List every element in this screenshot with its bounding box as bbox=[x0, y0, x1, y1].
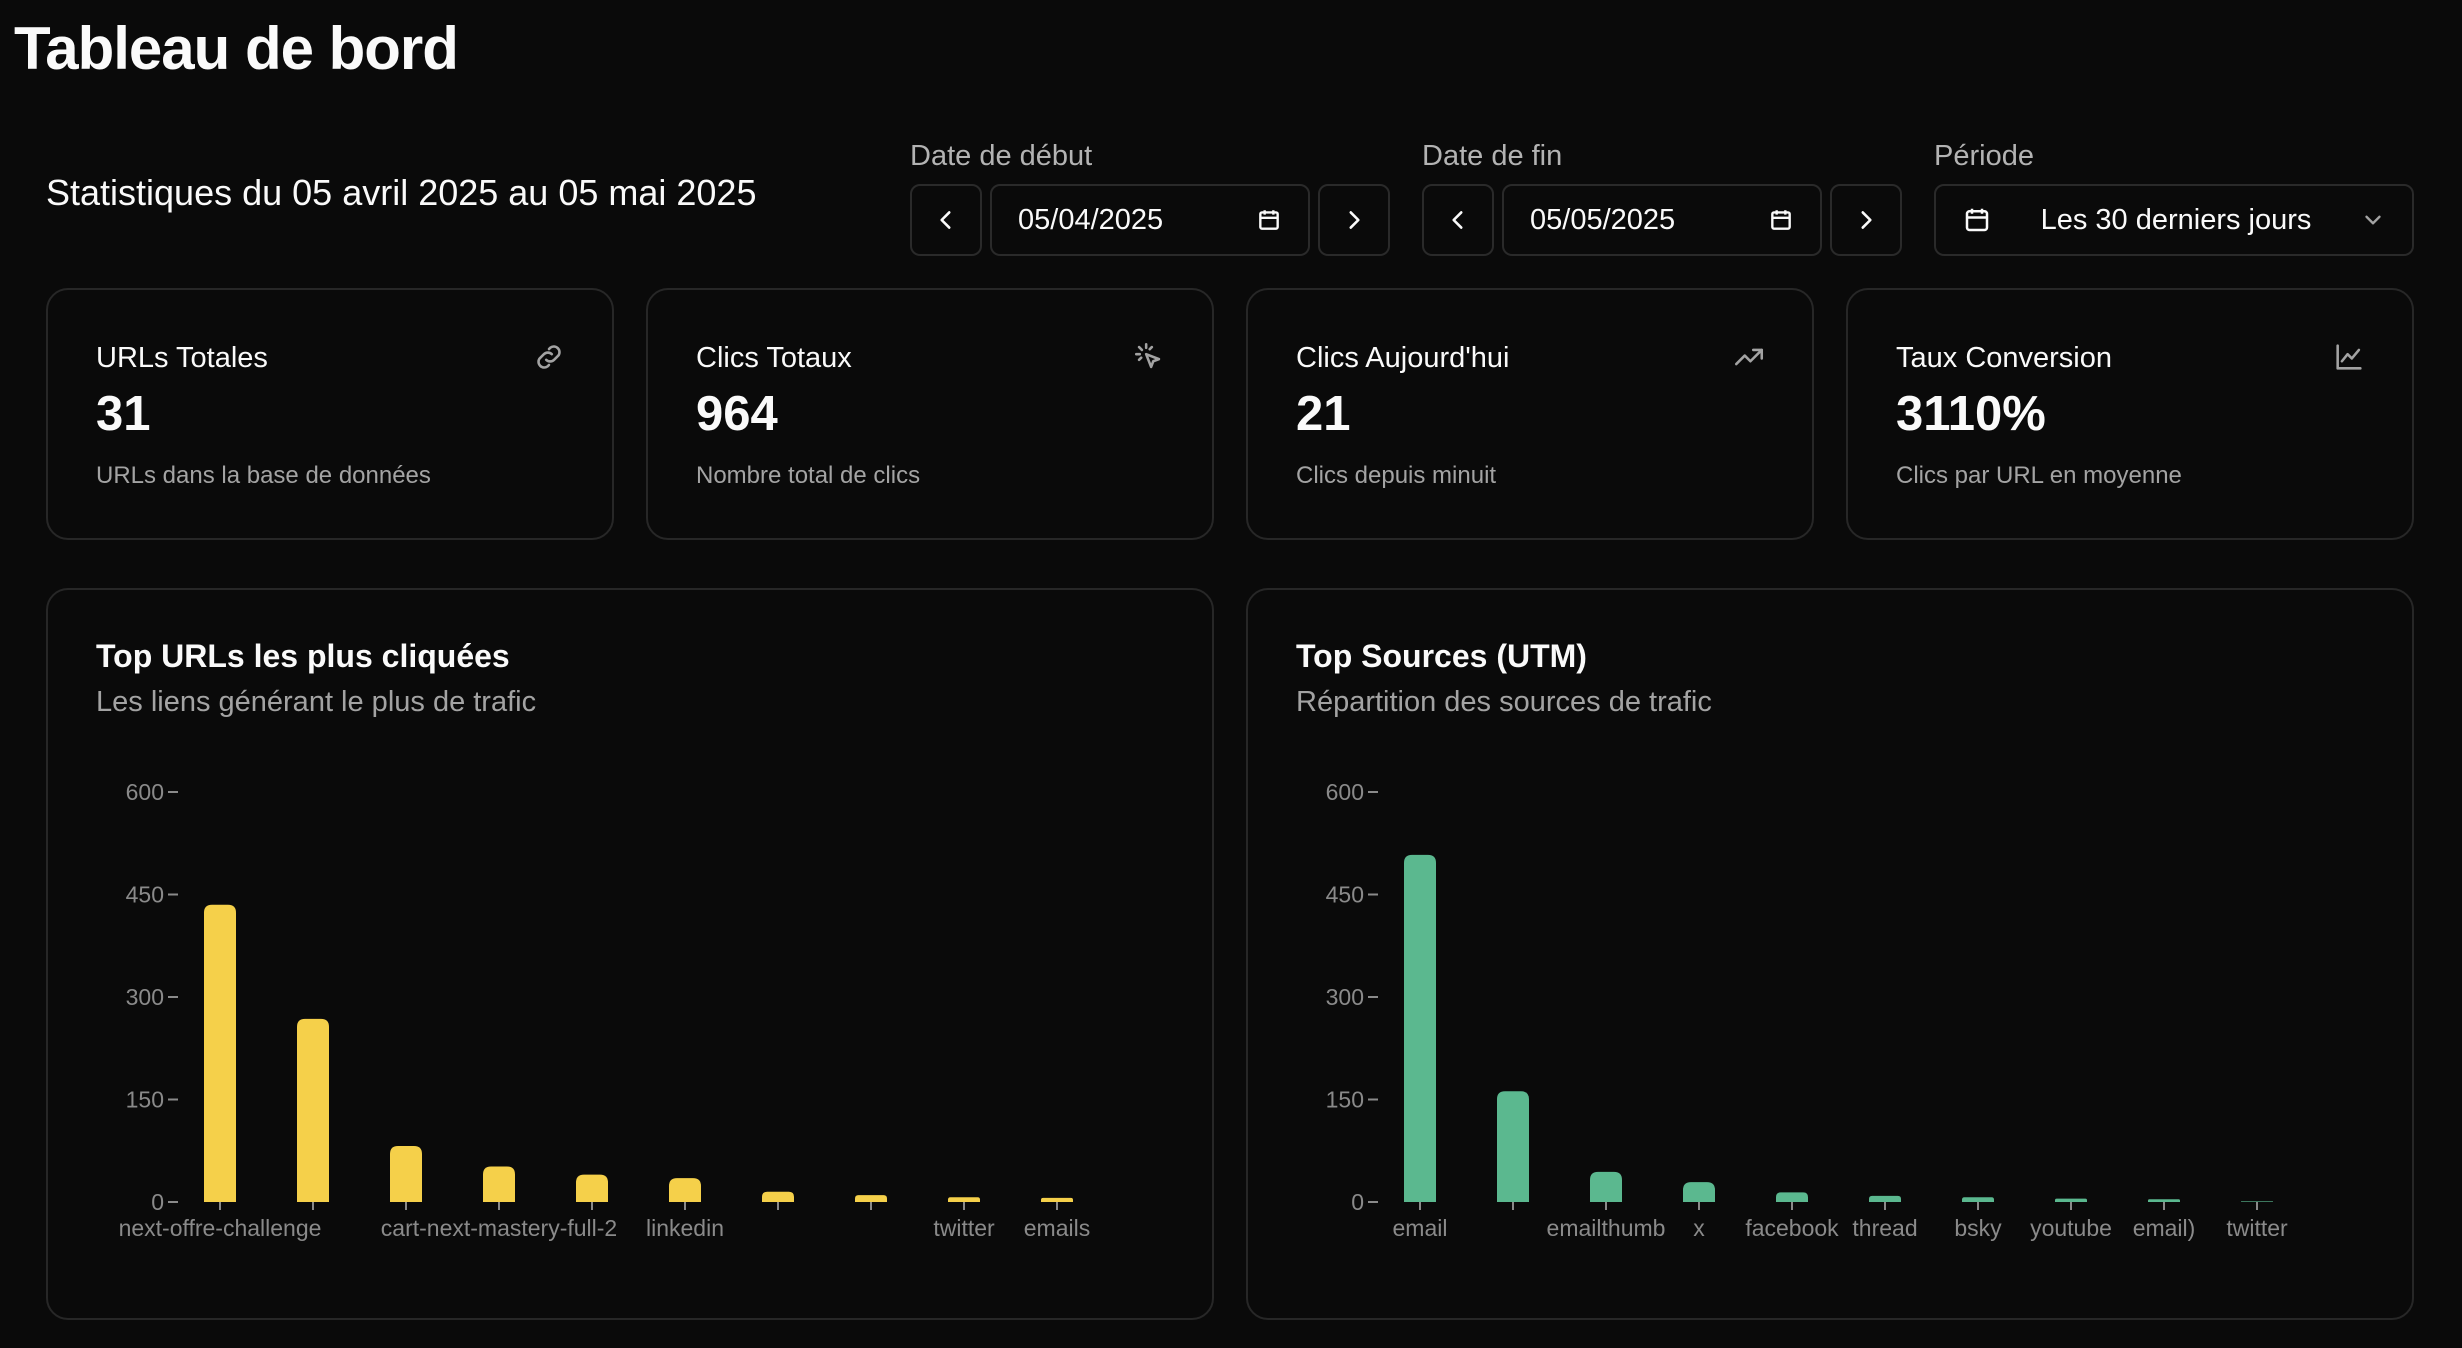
chart-card-top-sources: Top Sources (UTM) Répartition des source… bbox=[1246, 588, 2414, 1320]
bar[interactable] bbox=[1497, 1091, 1529, 1202]
start-date-next-button[interactable] bbox=[1318, 184, 1390, 256]
bar[interactable] bbox=[2055, 1198, 2087, 1202]
period-label: Période bbox=[1934, 140, 2034, 172]
top-sources-bar-chart: 0 150 300 450 600 email emailthumb x facebook thr… bbox=[1326, 779, 2288, 1241]
y-tick-label: 300 bbox=[126, 984, 164, 1010]
x-tick-label: email) bbox=[2133, 1215, 2196, 1241]
chevron-right-icon bbox=[1853, 207, 1879, 233]
chevron-left-icon bbox=[933, 207, 959, 233]
stat-description: Clics depuis minuit bbox=[1296, 462, 1497, 489]
chevron-left-icon bbox=[1445, 207, 1471, 233]
end-date-prev-button[interactable] bbox=[1422, 184, 1494, 256]
start-date-label: Date de début bbox=[910, 140, 1093, 172]
bar[interactable] bbox=[390, 1145, 422, 1202]
y-tick-label: 600 bbox=[126, 779, 164, 805]
x-tick-label: thread bbox=[1852, 1215, 1917, 1241]
x-tick-label: facebook bbox=[1745, 1215, 1839, 1241]
bar[interactable] bbox=[855, 1195, 887, 1202]
x-tick-label: twitter bbox=[933, 1215, 995, 1241]
bar[interactable] bbox=[1869, 1195, 1901, 1202]
bar[interactable] bbox=[204, 904, 236, 1202]
chart-title: Top URLs les plus cliquées bbox=[96, 638, 510, 674]
x-tick-label: email bbox=[1393, 1215, 1448, 1241]
end-date-input[interactable]: 05/05/2025 bbox=[1502, 184, 1822, 256]
bar[interactable] bbox=[1776, 1192, 1808, 1202]
y-tick-label: 300 bbox=[1326, 984, 1364, 1010]
stat-card-conversion-rate: Taux Conversion 3110% Clics par URL en m… bbox=[1846, 288, 2414, 540]
y-tick-label: 0 bbox=[1351, 1189, 1364, 1215]
stat-card-total-clicks: Clics Totaux 964 Nombre total de clics bbox=[646, 288, 1214, 540]
x-tick-label: youtube bbox=[2030, 1215, 2112, 1241]
bar[interactable] bbox=[948, 1197, 980, 1202]
line-chart-icon bbox=[2332, 340, 2366, 374]
stat-label: Clics Totaux bbox=[696, 342, 852, 374]
chart-title: Top Sources (UTM) bbox=[1296, 638, 1587, 674]
stat-description: Nombre total de clics bbox=[696, 462, 921, 489]
top-urls-bar-chart: 0 150 300 450 600 next-offre-challenge cart-ne… bbox=[119, 779, 1091, 1241]
bar[interactable] bbox=[2241, 1201, 2273, 1202]
bar[interactable] bbox=[762, 1191, 794, 1202]
end-date-value: 05/05/2025 bbox=[1530, 203, 1676, 236]
bar[interactable] bbox=[1404, 854, 1436, 1202]
chart-subtitle: Répartition des sources de trafic bbox=[1296, 686, 1712, 718]
calendar-icon[interactable] bbox=[1256, 207, 1282, 233]
chevron-right-icon bbox=[1341, 207, 1367, 233]
stat-card-clicks-today: Clics Aujourd'hui 21 Clics depuis minuit bbox=[1246, 288, 1814, 540]
x-tick-label: bsky bbox=[1954, 1215, 2002, 1241]
start-date-value: 05/04/2025 bbox=[1018, 203, 1164, 236]
link-icon bbox=[532, 340, 566, 374]
stat-value: 21 bbox=[1296, 387, 1351, 441]
bar[interactable] bbox=[1962, 1197, 1994, 1202]
period-select[interactable]: Les 30 derniers jours bbox=[1934, 184, 2414, 256]
end-date-next-button[interactable] bbox=[1830, 184, 1902, 256]
stat-label: Clics Aujourd'hui bbox=[1296, 342, 1510, 374]
start-date-prev-button[interactable] bbox=[910, 184, 982, 256]
stat-card-total-urls: URLs Totales 31 URLs dans la base de don… bbox=[46, 288, 614, 540]
x-tick-label: linkedin bbox=[646, 1215, 724, 1241]
chart-subtitle: Les liens générant le plus de trafic bbox=[96, 686, 537, 718]
stat-label: URLs Totales bbox=[96, 342, 268, 374]
calendar-icon bbox=[1962, 205, 1992, 235]
y-tick-label: 600 bbox=[1326, 779, 1364, 805]
x-tick-label: x bbox=[1693, 1215, 1705, 1241]
start-date-input[interactable]: 05/04/2025 bbox=[990, 184, 1310, 256]
bar[interactable] bbox=[1041, 1197, 1073, 1202]
bar[interactable] bbox=[297, 1018, 329, 1202]
end-date-label: Date de fin bbox=[1422, 140, 1563, 172]
calendar-icon[interactable] bbox=[1768, 207, 1794, 233]
y-tick-label: 150 bbox=[1326, 1087, 1364, 1113]
chevron-down-icon bbox=[2360, 207, 2386, 233]
stat-value: 31 bbox=[96, 387, 151, 441]
y-tick-label: 450 bbox=[1326, 882, 1364, 908]
bar[interactable] bbox=[576, 1174, 608, 1202]
page-title: Tableau de bord bbox=[14, 15, 459, 82]
bar[interactable] bbox=[1683, 1182, 1715, 1202]
x-tick-label: cart-next-mastery-full-2 bbox=[381, 1215, 617, 1241]
x-tick-label: next-offre-challenge bbox=[119, 1215, 322, 1241]
stat-description: Clics par URL en moyenne bbox=[1896, 462, 2182, 489]
bar[interactable] bbox=[483, 1166, 515, 1202]
y-tick-label: 150 bbox=[126, 1087, 164, 1113]
stat-value: 3110% bbox=[1896, 387, 2046, 441]
bar[interactable] bbox=[1590, 1171, 1622, 1202]
bar[interactable] bbox=[2148, 1199, 2180, 1202]
period-value: Les 30 derniers jours bbox=[2040, 203, 2312, 236]
stat-value: 964 bbox=[696, 387, 778, 441]
chart-card-top-urls: Top URLs les plus cliquées Les liens gén… bbox=[46, 588, 1214, 1320]
y-tick-label: 0 bbox=[151, 1189, 164, 1215]
y-tick-label: 450 bbox=[126, 882, 164, 908]
trending-up-icon bbox=[1732, 340, 1766, 374]
x-tick-label: twitter bbox=[2226, 1215, 2288, 1241]
date-range-summary: Statistiques du 05 avril 2025 au 05 mai … bbox=[46, 172, 757, 213]
x-tick-label: emailthumb bbox=[1547, 1215, 1666, 1241]
bar[interactable] bbox=[669, 1178, 701, 1202]
stat-description: URLs dans la base de données bbox=[96, 462, 431, 489]
stat-label: Taux Conversion bbox=[1896, 342, 2112, 374]
pointer-click-icon bbox=[1132, 340, 1166, 374]
x-tick-label: emails bbox=[1024, 1215, 1090, 1241]
